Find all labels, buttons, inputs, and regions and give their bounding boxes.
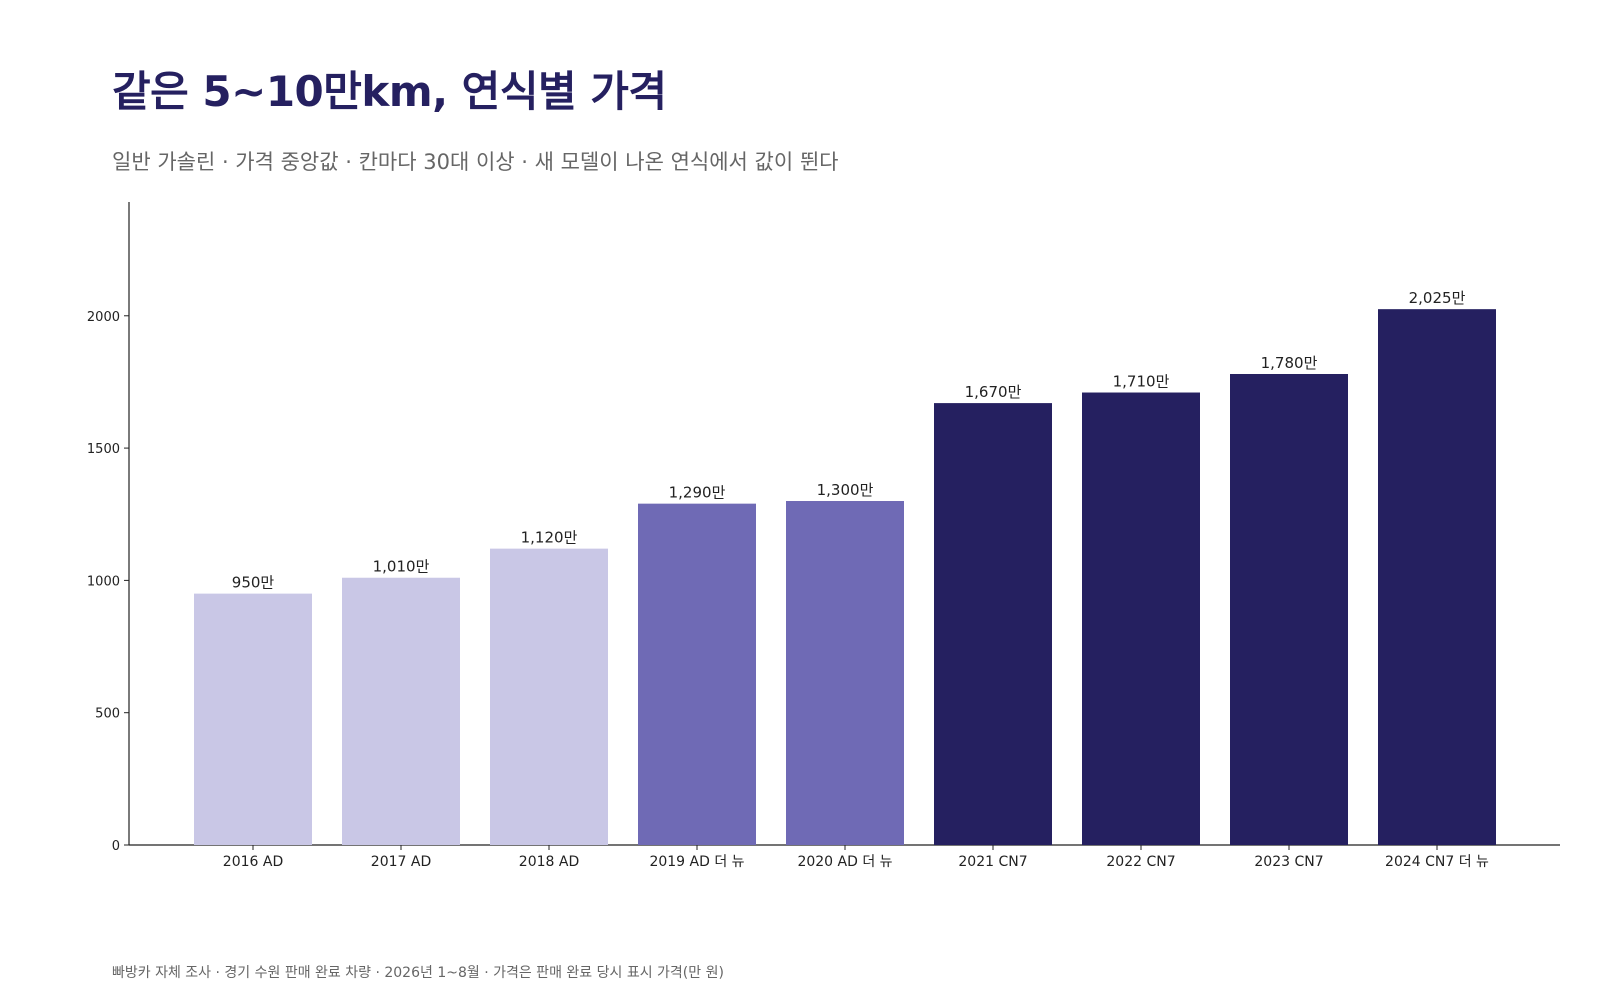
data-label: 1,300만 [817,481,874,499]
x-tick-label: 2021 CN7 [958,854,1027,870]
y-tick-label: 2000 [87,310,120,325]
data-label: 1,710만 [1113,373,1170,391]
x-tick-label: 2022 CN7 [1106,854,1175,870]
bar [194,593,312,845]
x-tick-label: 2020 AD 더 뉴 [797,854,892,870]
data-label: 1,290만 [669,484,726,502]
y-tick-label: 500 [95,707,120,722]
bar-chart: 0 500 1000 1500 2000 950만 2016 AD 1,010만 2017 AD… [87,202,1560,870]
x-tick-label: 2019 AD 더 뉴 [649,854,744,870]
bar [1378,309,1496,846]
bar [342,577,460,845]
bar [934,403,1052,845]
data-label: 1,780만 [1261,354,1318,372]
data-label: 1,120만 [521,529,578,547]
y-tick-label: 1500 [87,442,120,457]
bar [490,548,608,845]
data-label: 1,670만 [965,383,1022,401]
y-tick-label: 0 [112,839,120,854]
source-note: 빠방카 자체 조사 · 경기 수원 판매 완료 차량 · 2026년 1~8월 … [112,965,724,981]
bar [786,501,904,845]
x-tick-label: 2023 CN7 [1254,854,1323,870]
bar [638,503,756,845]
data-label: 950만 [232,574,275,592]
x-tick-label: 2024 CN7 더 뉴 [1385,854,1489,870]
bar [1082,392,1200,845]
x-tick-label: 2017 AD [371,854,431,870]
y-tick-label: 1000 [87,574,120,589]
x-tick-label: 2016 AD [223,854,283,870]
x-tick-label: 2018 AD [519,854,579,870]
chart-subtitle: 일반 가솔린 · 가격 중앙값 · 칸마다 30대 이상 · 새 모델이 나온 … [112,150,839,174]
chart-title: 같은 5~10만km, 연식별 가격 [112,67,667,116]
data-label: 1,010만 [373,558,430,576]
bar [1230,373,1348,845]
data-label: 2,025만 [1409,289,1466,307]
